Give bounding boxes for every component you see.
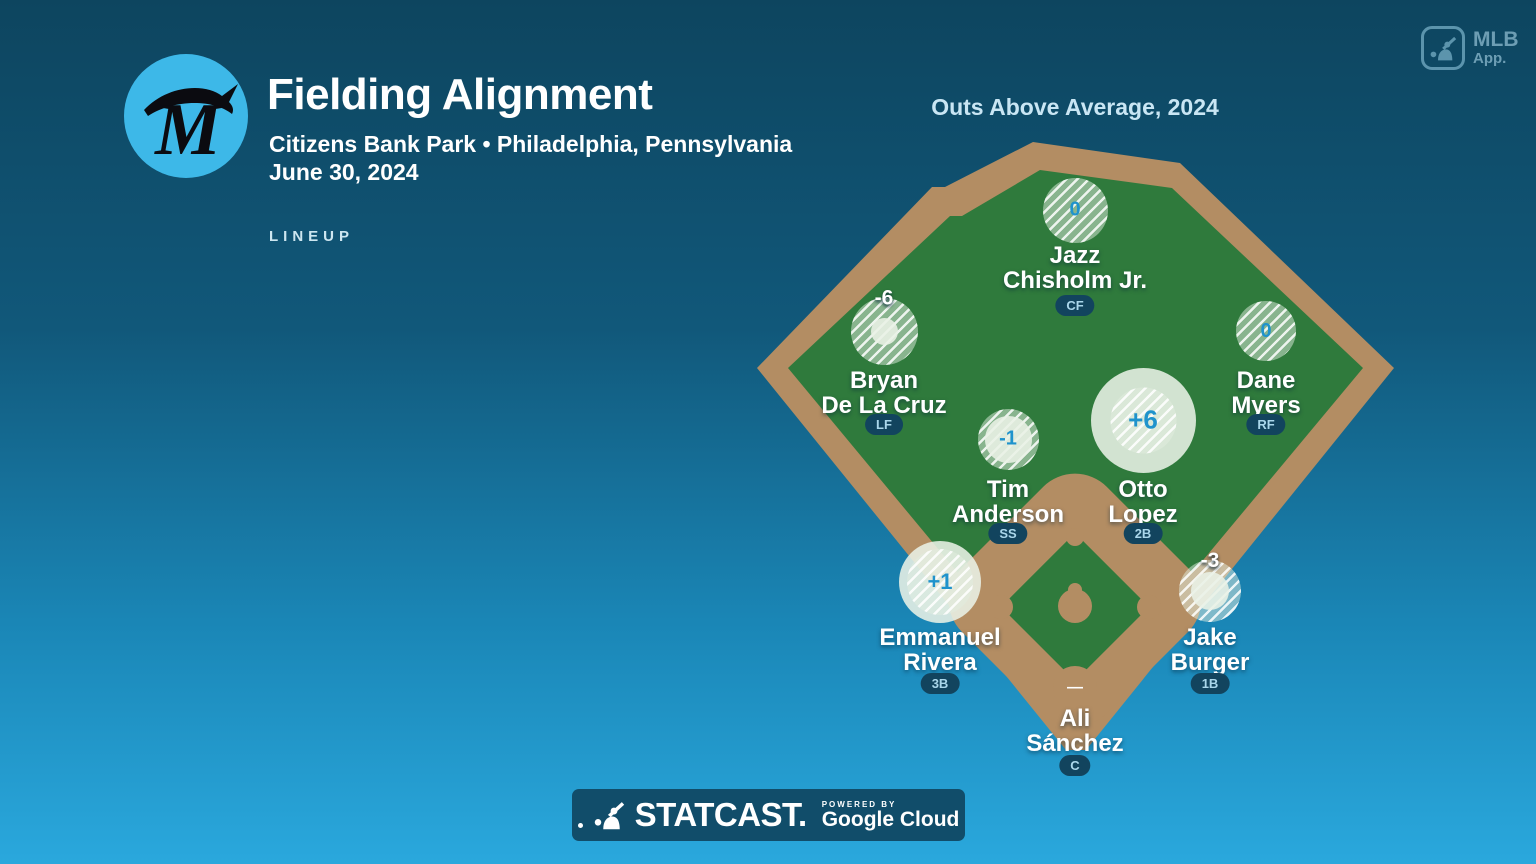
google-cloud-lockup: POWERED BY Google Cloud — [822, 800, 960, 831]
player-name: Emmanuel Rivera — [879, 624, 1001, 676]
player-marker-2b: +6 — [1090, 367, 1196, 473]
oaa-value: -6 — [874, 286, 894, 310]
pitcher-mound — [1058, 589, 1092, 623]
mlb-app-icon — [1421, 26, 1465, 70]
position-badge: 3B — [920, 673, 960, 694]
position-badge: CF — [1055, 295, 1095, 316]
venue-location: Citizens Bank Park • Philadelphia, Penns… — [269, 131, 793, 157]
player-name: Otto Lopez — [1108, 476, 1178, 528]
position-badge: 2B — [1123, 523, 1163, 544]
mlb-app-label-2: App. — [1473, 50, 1507, 67]
mlb-batter-icon — [594, 801, 624, 829]
oaa-value: 0 — [1069, 198, 1081, 221]
player-name: Tim Anderson — [951, 476, 1065, 528]
powered-by-label: POWERED BY — [821, 799, 897, 809]
statcast-footer: STATCAST. POWERED BY Google Cloud — [572, 789, 965, 841]
player-marker-rf: 0 — [1236, 301, 1296, 361]
outfield-grass — [788, 170, 1363, 714]
mlb-app-logo: MLB App. — [1421, 26, 1519, 70]
oaa-value: +1 — [927, 569, 953, 594]
oaa-circle — [1236, 301, 1296, 361]
statcast-wordmark: STATCAST. — [634, 796, 808, 833]
player-marker-c: — — [1053, 666, 1097, 710]
player-marker-cf: 0 — [1042, 177, 1108, 243]
player-name: Dane Myers — [1231, 367, 1301, 419]
player-marker-3b: +1 — [899, 541, 981, 623]
position-badge: C — [1059, 755, 1091, 776]
player-marker-1b: -3 — [1179, 549, 1241, 622]
mlb-batter-icon — [1430, 36, 1457, 60]
player-name: Jake Burger — [1170, 624, 1250, 676]
player-marker-lf: -6 — [850, 286, 918, 365]
oaa-value: +6 — [1128, 404, 1158, 435]
oaa-circle — [1110, 387, 1176, 453]
oaa-value: 0 — [1260, 319, 1272, 342]
svg-text:M: M — [154, 89, 223, 171]
position-badge: LF — [865, 414, 903, 435]
lineup-label: LINEUP — [269, 228, 355, 245]
oaa-value: — — [1067, 679, 1083, 696]
oaa-value: -1 — [999, 427, 1017, 450]
oaa-circle — [907, 549, 973, 615]
oaa-circle — [1042, 177, 1108, 243]
mlb-app-label-1: MLB — [1473, 28, 1519, 51]
player-name: Jazz Chisholm Jr. — [1002, 242, 1148, 294]
page-title: Fielding Alignment — [267, 70, 653, 119]
position-badge: RF — [1246, 414, 1286, 435]
google-cloud-label: Google Cloud — [821, 807, 960, 831]
oaa-circle — [1191, 572, 1229, 610]
player-marker-ss: -1 — [977, 408, 1039, 470]
third-base — [989, 595, 1013, 619]
marlin-icon — [144, 84, 238, 116]
first-base — [1137, 595, 1161, 619]
team-logo-marlins: M — [124, 54, 248, 178]
statcast-dot-icon — [577, 823, 583, 828]
oaa-circle — [984, 415, 1032, 463]
game-date: June 30, 2024 — [269, 159, 419, 185]
second-base — [1066, 528, 1084, 546]
player-name: Bryan De La Cruz — [821, 367, 947, 419]
position-badge: 1B — [1190, 673, 1230, 694]
position-badge: SS — [988, 523, 1028, 544]
player-name: Ali Sánchez — [1026, 705, 1124, 757]
home-plate-circle — [1053, 666, 1097, 710]
oaa-value: -3 — [1200, 548, 1220, 572]
chart-title: Outs Above Average, 2024 — [931, 94, 1219, 120]
oaa-circle — [870, 317, 898, 345]
